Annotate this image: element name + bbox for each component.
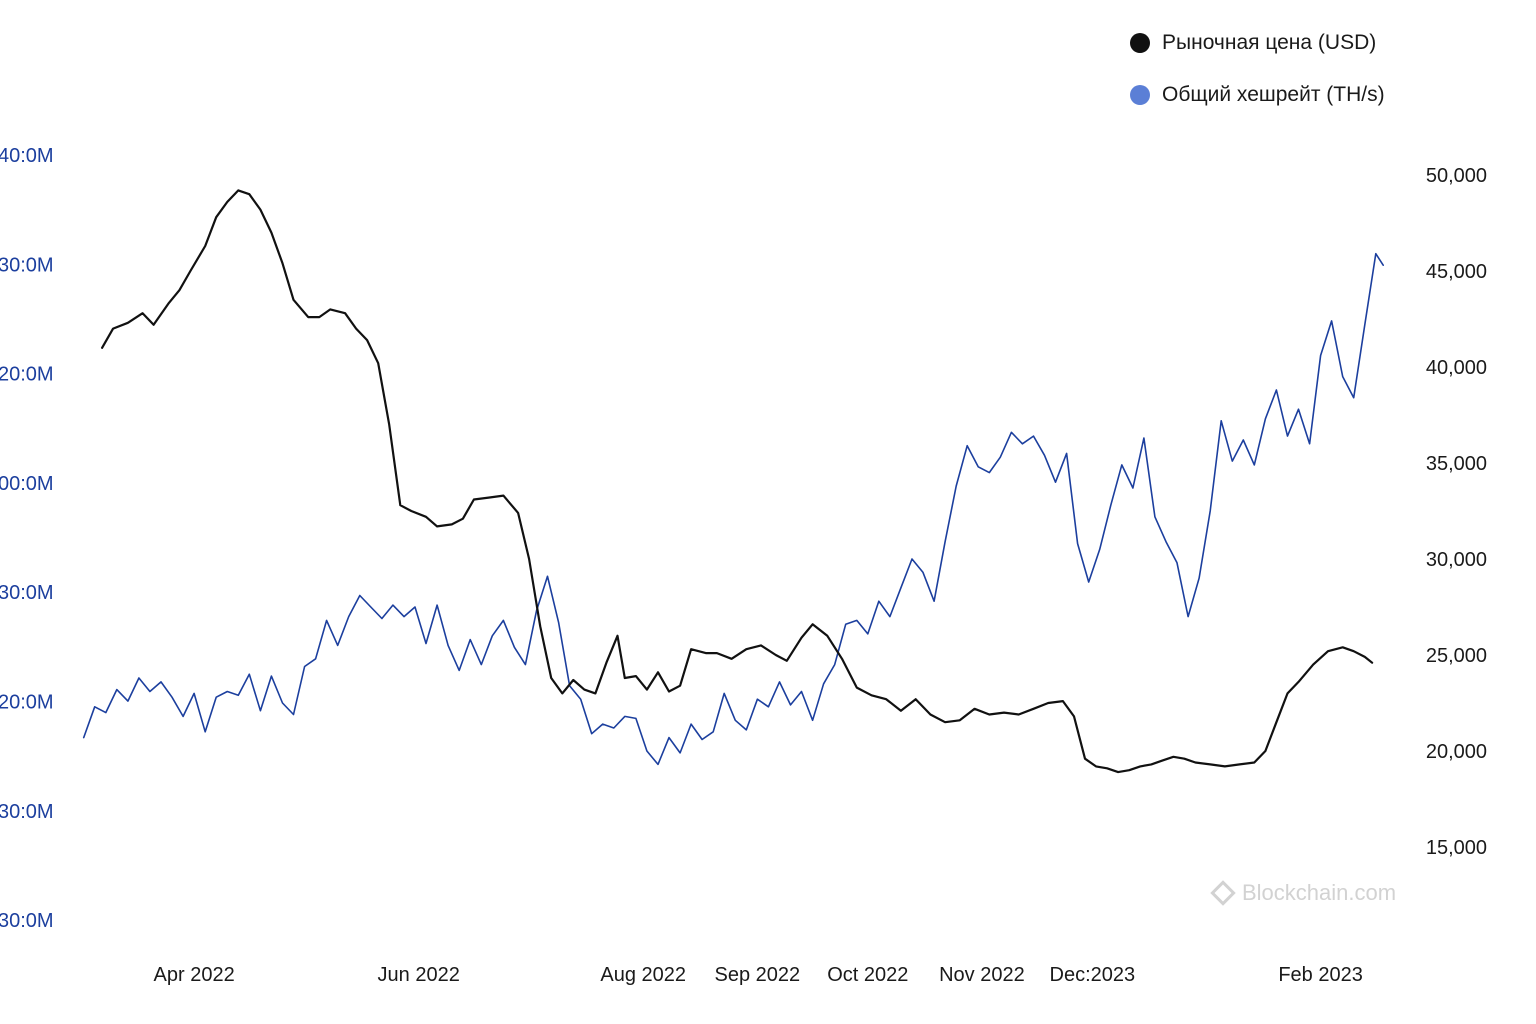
x-axis-tick-label: Aug 2022: [600, 964, 686, 986]
x-axis-tick-label: Jun 2022: [378, 964, 460, 986]
legend: Рыночная цена (USD) Общий хешрейт (TH/s): [1130, 28, 1385, 132]
series-layer: [82, 189, 1384, 774]
x-axis-tick-label: Apr 2022: [154, 964, 235, 986]
left-axis-tick-label: 00:0M: [0, 473, 54, 495]
legend-dot-hashrate: [1130, 85, 1150, 105]
left-axis-tick-label: 30:0M: [0, 254, 54, 276]
legend-dot-price: [1130, 33, 1150, 53]
watermark: Blockchain.com: [1210, 880, 1397, 906]
right-axis-tick-label: 50,000: [1426, 165, 1487, 187]
left-axis: 40:0M 30:0M 20:0M 00:0M 30:0M 20:0M 30:0M 30:0M: [0, 145, 54, 932]
left-axis-tick-label: 30:0M: [0, 801, 54, 823]
left-axis-tick-label: 40:0M: [0, 145, 54, 167]
x-axis-tick-label: Dec:2023: [1050, 964, 1136, 986]
series-line-hashrate[interactable]: [82, 252, 1384, 766]
left-axis-tick-label: 20:0M: [0, 364, 54, 386]
right-axis-tick-label: 45,000: [1426, 261, 1487, 283]
blockchain-logo-icon: [1210, 880, 1236, 906]
left-axis-tick-label: 30:0M: [0, 582, 54, 604]
left-axis-tick-label: 20:0M: [0, 692, 54, 714]
right-axis: 50,000 45,000 40,000 35,000 30,000 25,000 20,0…: [1426, 165, 1487, 859]
x-axis-tick-label: Sep 2022: [715, 964, 801, 986]
x-axis-tick-label: Oct 2022: [827, 964, 908, 986]
x-axis: Apr 2022 Jun 2022 Aug 2022 Sep 2022 Oct 2022…: [154, 964, 1363, 986]
right-axis-tick-label: 30,000: [1426, 549, 1487, 571]
left-axis-tick-label: 30:0M: [0, 910, 54, 932]
series-line-price[interactable]: [101, 189, 1374, 774]
watermark-text: Blockchain.com: [1242, 880, 1397, 905]
right-axis-tick-label: 15,000: [1426, 837, 1487, 859]
right-axis-tick-label: 40,000: [1426, 357, 1487, 379]
right-axis-tick-label: 35,000: [1426, 453, 1487, 475]
legend-label-hashrate: Общий хешрейт (TH/s): [1162, 83, 1385, 106]
legend-label-price: Рыночная цена (USD): [1162, 31, 1377, 54]
legend-item-price[interactable]: Рыночная цена (USD): [1130, 28, 1385, 58]
x-axis-tick-label: Nov 2022: [939, 964, 1025, 986]
right-axis-tick-label: 20,000: [1426, 741, 1487, 763]
right-axis-tick-label: 25,000: [1426, 645, 1487, 667]
legend-item-hashrate[interactable]: Общий хешрейт (TH/s): [1130, 80, 1385, 110]
x-axis-tick-label: Feb 2023: [1278, 964, 1363, 986]
